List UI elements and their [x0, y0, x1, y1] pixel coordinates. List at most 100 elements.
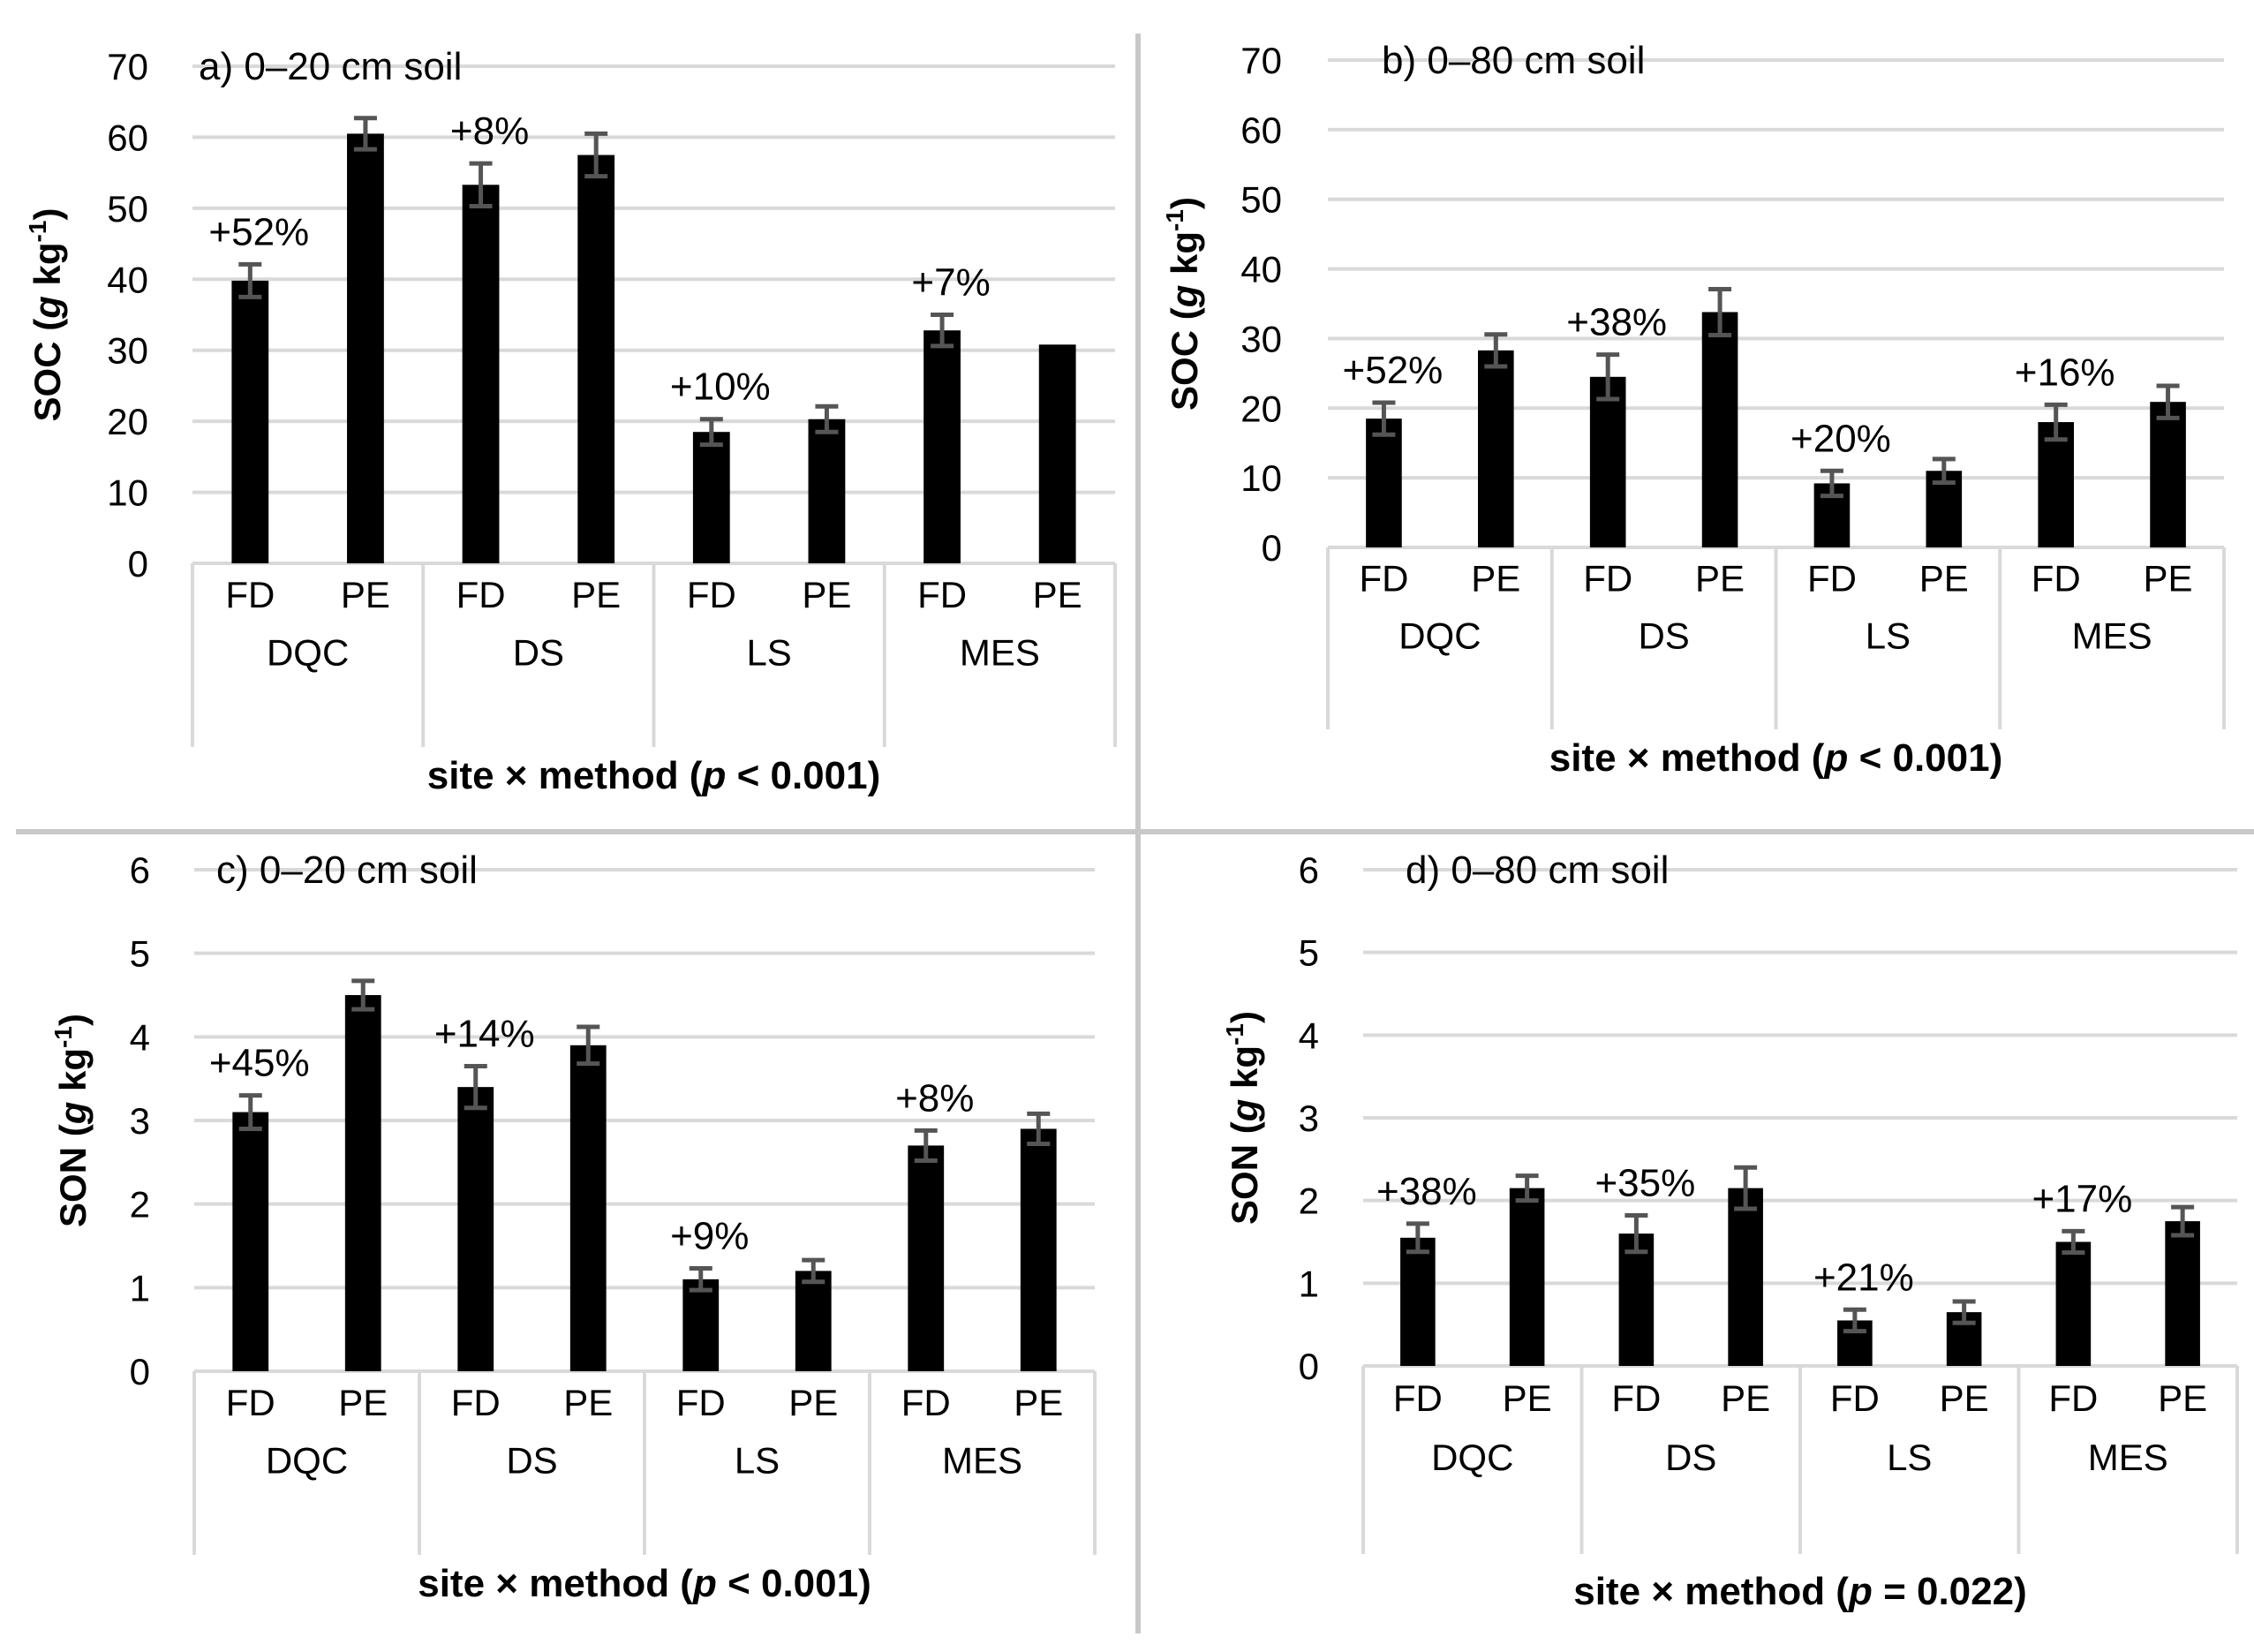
error-bar [584, 131, 608, 179]
site-label: LS [746, 631, 791, 673]
bar-mes-fd [908, 1145, 945, 1371]
error-bar [2156, 383, 2180, 420]
site-label: LS [1866, 615, 1911, 656]
error-bar [914, 1128, 938, 1163]
method-label: PE [2144, 557, 2193, 599]
bar-ls-fd [682, 1279, 720, 1371]
change-annotation: +7% [911, 261, 990, 305]
y-tick-label: 40 [1240, 249, 1282, 290]
error-bar [1027, 1111, 1051, 1147]
y-tick-label: 4 [1299, 1015, 1319, 1056]
error-bar [699, 417, 723, 448]
change-annotation: +16% [2015, 351, 2115, 394]
method-label: PE [338, 1382, 388, 1423]
method-label: PE [1721, 1377, 1770, 1419]
bar-mes-fd [923, 330, 961, 563]
y-tick-label: 20 [1240, 388, 1282, 429]
method-label: FD [687, 574, 736, 615]
bar-dqc-pe [347, 133, 384, 563]
y-tick-label: 0 [128, 543, 148, 585]
y-tick-label: 60 [1240, 109, 1282, 151]
panel-title: a) 0–20 cm soil [199, 45, 462, 88]
error-bar [1596, 352, 1620, 402]
y-tick-label: 50 [107, 188, 148, 230]
change-annotation: +9% [670, 1215, 749, 1258]
bar-ds-fd [1618, 1233, 1655, 1366]
error-bar [1372, 400, 1396, 437]
bar-mes-pe [1038, 344, 1076, 563]
error-bar [351, 978, 375, 1012]
bar-ls-pe [795, 1271, 832, 1371]
bar-dqc-fd [1400, 1237, 1436, 1366]
method-label: FD [1807, 557, 1857, 599]
method-label: FD [676, 1382, 726, 1423]
bar-mes-fd [2055, 1241, 2092, 1366]
site-label: LS [735, 1439, 780, 1481]
y-tick-label: 30 [107, 330, 148, 372]
bar-ls-pe [808, 419, 846, 563]
y-tick-label: 3 [130, 1100, 150, 1142]
site-label: DS [513, 631, 564, 673]
panel-title: b) 0–80 cm soil [1382, 39, 1645, 82]
error-bar [464, 1063, 487, 1111]
site-label: DS [1665, 1437, 1716, 1478]
error-bar [577, 1024, 600, 1067]
site-label: MES [960, 631, 1040, 673]
bar-mes-pe [2165, 1221, 2200, 1366]
bar-ds-pe [1728, 1188, 1763, 1366]
y-tick-label: 70 [1240, 40, 1282, 81]
y-axis-label: SON (g kg-1) [49, 1014, 94, 1227]
error-bar [931, 313, 954, 349]
error-bar [1932, 456, 1956, 486]
y-tick-label: 0 [1299, 1346, 1319, 1387]
y-tick-label: 20 [107, 401, 148, 442]
y-tick-label: 0 [1262, 527, 1282, 569]
method-label: PE [1919, 557, 1969, 599]
y-tick-label: 3 [1299, 1098, 1319, 1139]
method-label: PE [1940, 1377, 1989, 1419]
error-bar [802, 1257, 825, 1285]
error-bar [353, 116, 377, 152]
y-tick-label: 1 [130, 1267, 150, 1309]
site-label: DS [1638, 615, 1689, 656]
y-tick-label: 6 [130, 849, 150, 891]
y-tick-label: 10 [107, 472, 148, 514]
change-annotation: +14% [434, 1012, 535, 1055]
error-bar [1708, 286, 1732, 337]
error-bar [238, 261, 262, 299]
error-bar [2171, 1204, 2195, 1238]
bar-ds-fd [1589, 376, 1626, 547]
bar-dqc-fd [1366, 419, 1402, 547]
bar-ds-pe [577, 155, 615, 564]
change-annotation: +17% [2032, 1177, 2132, 1220]
bar-dqc-fd [231, 280, 269, 563]
bar-dqc-pe [1509, 1188, 1545, 1366]
error-bar [238, 1093, 262, 1131]
site-label: DS [506, 1439, 557, 1481]
bar-dqc-pe [344, 995, 381, 1371]
y-tick-label: 10 [1240, 457, 1282, 499]
method-label: FD [2048, 1377, 2098, 1419]
change-annotation: +52% [1343, 349, 1444, 392]
method-label: PE [1471, 557, 1520, 599]
y-axis-label: SOC (g kg-1) [24, 208, 68, 422]
y-tick-label: 30 [1240, 318, 1282, 359]
error-bar [1406, 1221, 1429, 1255]
method-label: FD [456, 574, 506, 615]
change-annotation: +20% [1790, 417, 1891, 460]
method-label: FD [451, 1382, 501, 1423]
method-label: PE [802, 574, 851, 615]
error-bar [469, 161, 493, 208]
method-label: FD [1359, 557, 1408, 599]
method-label: PE [1695, 557, 1745, 599]
change-annotation: +35% [1594, 1162, 1695, 1205]
panel-title: c) 0–20 cm soil [216, 849, 478, 892]
change-annotation: +8% [450, 109, 529, 153]
y-tick-label: 50 [1240, 179, 1282, 221]
site-label: MES [2072, 615, 2152, 656]
method-label: FD [901, 1382, 951, 1423]
bar-dqc-fd [232, 1112, 269, 1371]
